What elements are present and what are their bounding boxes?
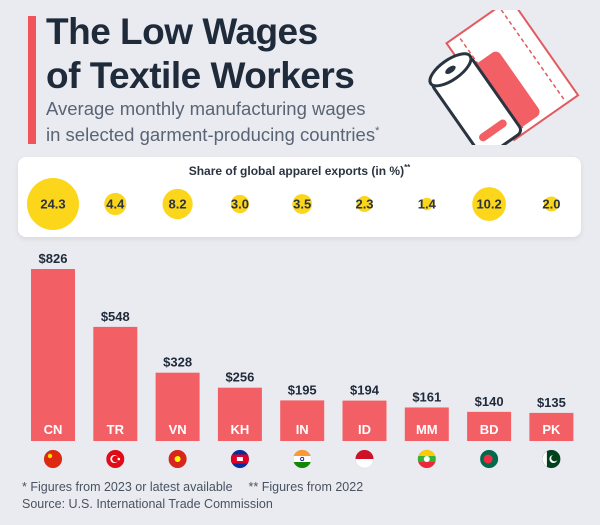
turkey-flag-icon [106, 449, 125, 469]
chart-title: The Low Wages of Textile Workers [46, 10, 355, 98]
bar-mm [404, 407, 449, 441]
bar-value-label: $826 [39, 251, 68, 266]
indonesia-flag-icon [355, 449, 374, 469]
export-share-bubbles [27, 178, 559, 230]
export-share-bubble [472, 187, 506, 221]
bar-value-label: $328 [163, 355, 192, 370]
wage-bar-chart: $826 CN $548 TR $328 VN $256 KH $195 IN $194 ID $161… [31, 251, 574, 469]
bar-value-label: $256 [225, 370, 254, 385]
bar-value-label: $194 [350, 383, 380, 398]
category-label: IN [296, 422, 309, 437]
export-share-bubble [292, 194, 313, 214]
export-share-bubble [104, 192, 127, 216]
export-share-bubble [420, 197, 434, 211]
subtitle-line-2: in selected garment-producing countries* [46, 124, 380, 146]
bar-kh [217, 387, 262, 441]
exports-panel-title: Share of global apparel exports (in %)** [188, 163, 411, 178]
fabric-roll-icon [428, 10, 580, 145]
export-share-bubble [543, 196, 559, 212]
source-note: Source: U.S. International Trade Commiss… [22, 497, 273, 511]
export-share-bubble [27, 178, 79, 230]
export-share-bubble [230, 194, 250, 214]
india-flag-icon [292, 449, 312, 469]
export-share-label: 4.4 [106, 196, 125, 212]
export-share-label: 8.2 [168, 196, 187, 212]
export-share-label: 1.4 [417, 196, 436, 212]
bar-in [280, 400, 325, 441]
chart-subtitle: Average monthly manufacturing wages in s… [46, 98, 379, 146]
bar-pk [529, 412, 574, 441]
category-label: PK [542, 422, 561, 437]
bar-value-label: $195 [288, 382, 317, 397]
footnote-2: ** Figures from 2022 [248, 480, 364, 494]
bar-value-label: $548 [101, 309, 130, 324]
bar-value-label: $161 [412, 389, 441, 404]
export-share-label: 3.0 [230, 196, 249, 212]
export-share-label: 24.3 [40, 196, 66, 212]
bar-cn [31, 269, 75, 441]
pakistan-flag-icon [542, 449, 561, 469]
category-label: ID [358, 422, 371, 437]
category-label: MM [416, 422, 438, 437]
bar-value-label: $140 [475, 394, 504, 409]
export-share-label: 10.2 [476, 196, 502, 212]
title-line-2: of Textile Workers [46, 55, 355, 96]
bangladesh-flag-icon [479, 449, 499, 469]
export-share-label: 2.0 [542, 196, 561, 212]
bar-bd [467, 411, 512, 441]
accent-bar [28, 16, 36, 144]
export-share-bubble [356, 196, 373, 212]
bar-vn [155, 372, 200, 441]
export-share-label: 3.5 [293, 196, 312, 212]
myanmar-flag-icon [417, 449, 437, 469]
vietnam-flag-icon [168, 449, 187, 469]
exports-panel: Share of global apparel exports (in %)**… [18, 157, 581, 237]
footnote-1: * Figures from 2023 or latest available [22, 480, 233, 494]
bar-id [342, 400, 387, 441]
bar-value-label: $135 [537, 395, 566, 410]
export-share-bubble [162, 188, 193, 220]
title-line-1: The Low Wages [46, 11, 318, 52]
footnotes: * Figures from 2023 or latest available *… [22, 480, 363, 514]
category-label: TR [107, 422, 125, 437]
subtitle-line-1: Average monthly manufacturing wages [46, 98, 366, 119]
category-label: KH [231, 422, 250, 437]
category-label: CN [44, 422, 63, 437]
export-share-label: 2.3 [355, 196, 374, 212]
china-flag-icon [43, 449, 63, 469]
bar-tr [93, 326, 138, 441]
category-label: BD [480, 422, 499, 437]
category-label: VN [169, 422, 187, 437]
cambodia-flag-icon [230, 449, 250, 469]
